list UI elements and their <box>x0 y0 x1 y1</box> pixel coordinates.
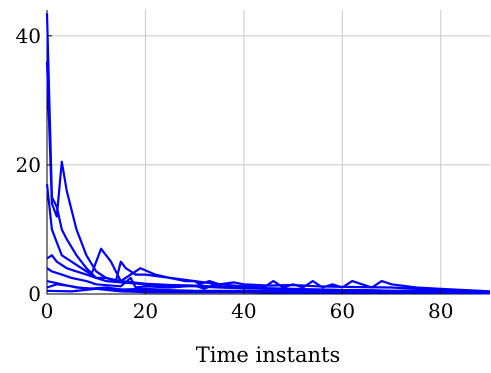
y-tick-label: 40 <box>16 24 41 48</box>
x-tick-label: 60 <box>330 299 355 323</box>
x-axis-label: Time instants <box>196 343 340 367</box>
x-tick-label: 40 <box>231 299 256 323</box>
y-tick-label: 20 <box>16 153 41 177</box>
grid-layer <box>47 10 490 294</box>
series-line-8 <box>46 283 490 294</box>
x-tick-label: 0 <box>41 299 54 323</box>
series-line-2 <box>45 61 491 294</box>
axes-layer <box>46 10 490 295</box>
series-layer <box>45 13 491 295</box>
ticks-layer: 0 20 40 60 80 0 20 40 <box>16 24 454 323</box>
series-line-4 <box>46 254 491 293</box>
x-tick-label: 80 <box>428 299 453 323</box>
y-tick-label: 0 <box>28 282 41 306</box>
series-line-3 <box>45 184 491 294</box>
x-tick-label: 20 <box>133 299 158 323</box>
series-line-1 <box>45 13 491 294</box>
series-line-5 <box>46 267 491 294</box>
